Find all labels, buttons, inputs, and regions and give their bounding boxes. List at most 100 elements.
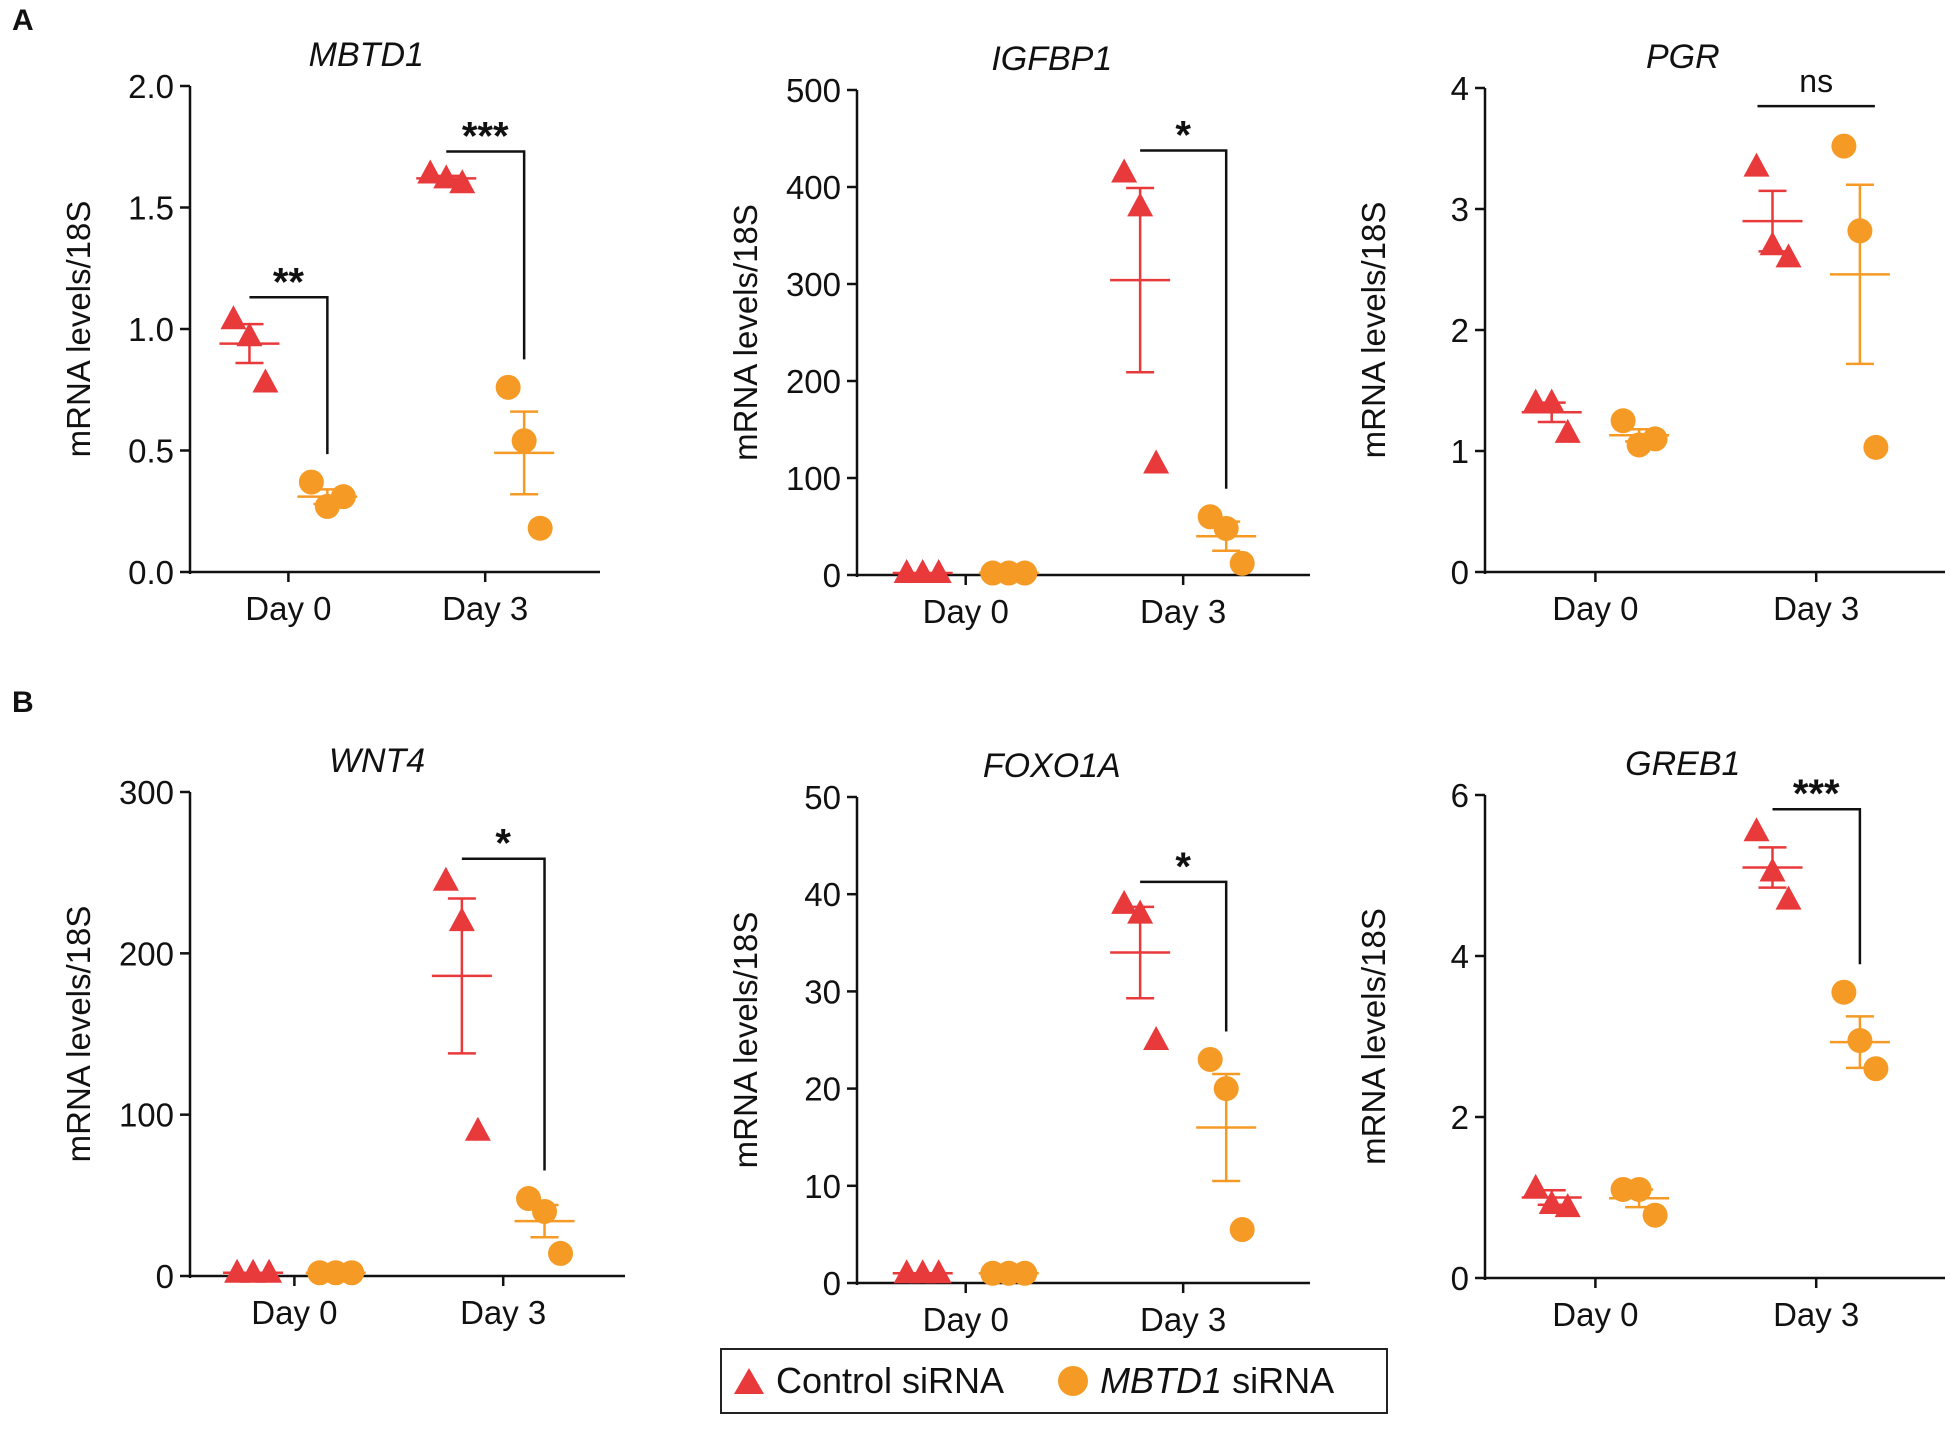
significance-bracket bbox=[1772, 807, 1862, 965]
significance-label: *** bbox=[1793, 772, 1840, 816]
significance-bracket bbox=[1140, 880, 1228, 1032]
y-tick-label: 0 bbox=[1451, 554, 1469, 591]
data-point-triangle bbox=[1775, 243, 1802, 268]
chart-title: FOXO1A bbox=[983, 747, 1121, 785]
data-point-triangle bbox=[236, 322, 263, 347]
data-point-circle bbox=[1610, 408, 1636, 434]
chart-pgr: PGR 0 1 2 3 4 mRNA levels/18S Day 0 Day 3 ns bbox=[1355, 38, 1945, 627]
y-tick-label: 0.5 bbox=[128, 433, 174, 470]
legend-control-label: Control siRNA bbox=[776, 1360, 1005, 1401]
significance-label: * bbox=[1175, 113, 1191, 157]
x-tick-label: Day 3 bbox=[460, 1294, 546, 1331]
chart-title: GREB1 bbox=[1625, 745, 1740, 783]
data-point-triangle bbox=[1775, 885, 1802, 910]
y-axis-label: mRNA levels/18S bbox=[727, 912, 764, 1169]
y-tick-label: 1 bbox=[1451, 433, 1469, 470]
y-tick-label: 2 bbox=[1451, 312, 1469, 349]
x-tick-label: Day 3 bbox=[1140, 593, 1226, 630]
y-tick-label: 2 bbox=[1451, 1099, 1469, 1136]
x-tick-label: Day 0 bbox=[1552, 590, 1638, 627]
data-point-circle bbox=[1847, 1028, 1873, 1054]
y-tick-label: 2.0 bbox=[128, 68, 174, 105]
data-point-triangle bbox=[925, 1259, 952, 1284]
chart-title: PGR bbox=[1646, 38, 1720, 76]
y-tick-label: 500 bbox=[786, 72, 841, 109]
chart-title: IGFBP1 bbox=[991, 40, 1112, 78]
data-point-circle bbox=[298, 469, 324, 495]
significance-bracket bbox=[446, 150, 526, 360]
legend: Control siRNA MBTD1 siRNA bbox=[720, 1348, 1388, 1414]
data-point-circle bbox=[527, 515, 553, 541]
y-tick-label: 200 bbox=[786, 363, 841, 400]
data-point-triangle bbox=[925, 559, 952, 584]
significance-bracket bbox=[1140, 149, 1228, 489]
data-point-circle bbox=[1847, 218, 1873, 244]
legend-mbtd1-gene: MBTD1 bbox=[1100, 1360, 1223, 1401]
data-point-triangle bbox=[220, 305, 247, 330]
data-point-circle bbox=[1229, 1217, 1255, 1243]
data-point-circle bbox=[1831, 979, 1857, 1005]
data-point-circle bbox=[1863, 1056, 1889, 1082]
panel-label-b: B bbox=[12, 686, 34, 719]
y-tick-label: 100 bbox=[119, 1097, 174, 1134]
data-point-triangle bbox=[417, 159, 444, 184]
data-point-circle bbox=[1642, 426, 1668, 452]
x-tick-label: Day 0 bbox=[251, 1294, 337, 1331]
data-point-circle bbox=[1213, 515, 1239, 541]
data-point-circle bbox=[1012, 1260, 1038, 1286]
data-point-triangle bbox=[252, 368, 279, 393]
significance-label: ns bbox=[1799, 63, 1833, 99]
significance-bracket bbox=[461, 857, 546, 1171]
data-point-triangle bbox=[1743, 817, 1770, 842]
x-tick-label: Day 3 bbox=[1140, 1301, 1226, 1338]
data-point-triangle bbox=[1743, 152, 1770, 177]
circle-marker-icon bbox=[1058, 1366, 1089, 1396]
data-point-triangle bbox=[1143, 1026, 1170, 1050]
data-point-circle bbox=[548, 1240, 574, 1266]
data-point-circle bbox=[1626, 1176, 1652, 1202]
data-point-triangle bbox=[1538, 1189, 1565, 1214]
y-axis-label: mRNA levels/18S bbox=[1355, 908, 1392, 1165]
data-point-triangle bbox=[464, 1116, 491, 1141]
chart-mbtd1: MBTD1 0.0 0.5 1.0 1.5 2.0 mRNA levels/18S Day 0… bbox=[60, 36, 600, 627]
data-point-triangle bbox=[1111, 889, 1138, 914]
data-point-circle bbox=[1012, 560, 1038, 586]
y-axis-label: mRNA levels/18S bbox=[1355, 202, 1392, 459]
chart-title: MBTD1 bbox=[309, 36, 424, 74]
data-point-circle bbox=[1642, 1202, 1668, 1228]
significance-label: * bbox=[1175, 845, 1191, 889]
data-point-triangle bbox=[449, 169, 476, 194]
data-point-triangle bbox=[1127, 192, 1154, 217]
data-point-circle bbox=[1197, 1046, 1223, 1072]
panel-label-a: A bbox=[12, 4, 34, 37]
y-tick-label: 0 bbox=[1451, 1260, 1469, 1297]
y-tick-label: 400 bbox=[786, 169, 841, 206]
data-point-triangle bbox=[432, 866, 459, 891]
data-point-triangle bbox=[1538, 388, 1565, 413]
significance-label: ** bbox=[273, 260, 305, 304]
data-point-triangle bbox=[1554, 1193, 1581, 1218]
x-tick-label: Day 3 bbox=[1773, 1296, 1859, 1333]
y-tick-label: 4 bbox=[1451, 70, 1469, 107]
chart-foxo1a: FOXO1A 0 10 20 30 40 50 mRNA levels/18S Day 0 Day… bbox=[727, 747, 1310, 1338]
data-point-triangle bbox=[433, 164, 460, 189]
data-point-triangle bbox=[1759, 231, 1786, 256]
significance-label: *** bbox=[462, 114, 509, 158]
legend-item-control: Control siRNA bbox=[732, 1360, 1004, 1402]
significance-label: * bbox=[495, 822, 511, 866]
y-tick-label: 4 bbox=[1451, 938, 1469, 975]
data-point-circle bbox=[339, 1260, 365, 1286]
y-tick-label: 20 bbox=[804, 1071, 841, 1108]
chart-title: WNT4 bbox=[329, 742, 425, 780]
data-point-circle bbox=[1863, 434, 1889, 460]
x-tick-label: Day 0 bbox=[1552, 1296, 1638, 1333]
data-point-circle bbox=[532, 1198, 558, 1224]
data-point-triangle bbox=[448, 907, 475, 932]
y-tick-label: 0 bbox=[823, 1265, 841, 1302]
x-tick-label: Day 3 bbox=[442, 590, 528, 627]
legend-mbtd1-suffix: siRNA bbox=[1222, 1360, 1335, 1401]
x-tick-label: Day 3 bbox=[1773, 590, 1859, 627]
data-point-circle bbox=[1229, 550, 1255, 576]
y-tick-label: 10 bbox=[804, 1168, 841, 1205]
